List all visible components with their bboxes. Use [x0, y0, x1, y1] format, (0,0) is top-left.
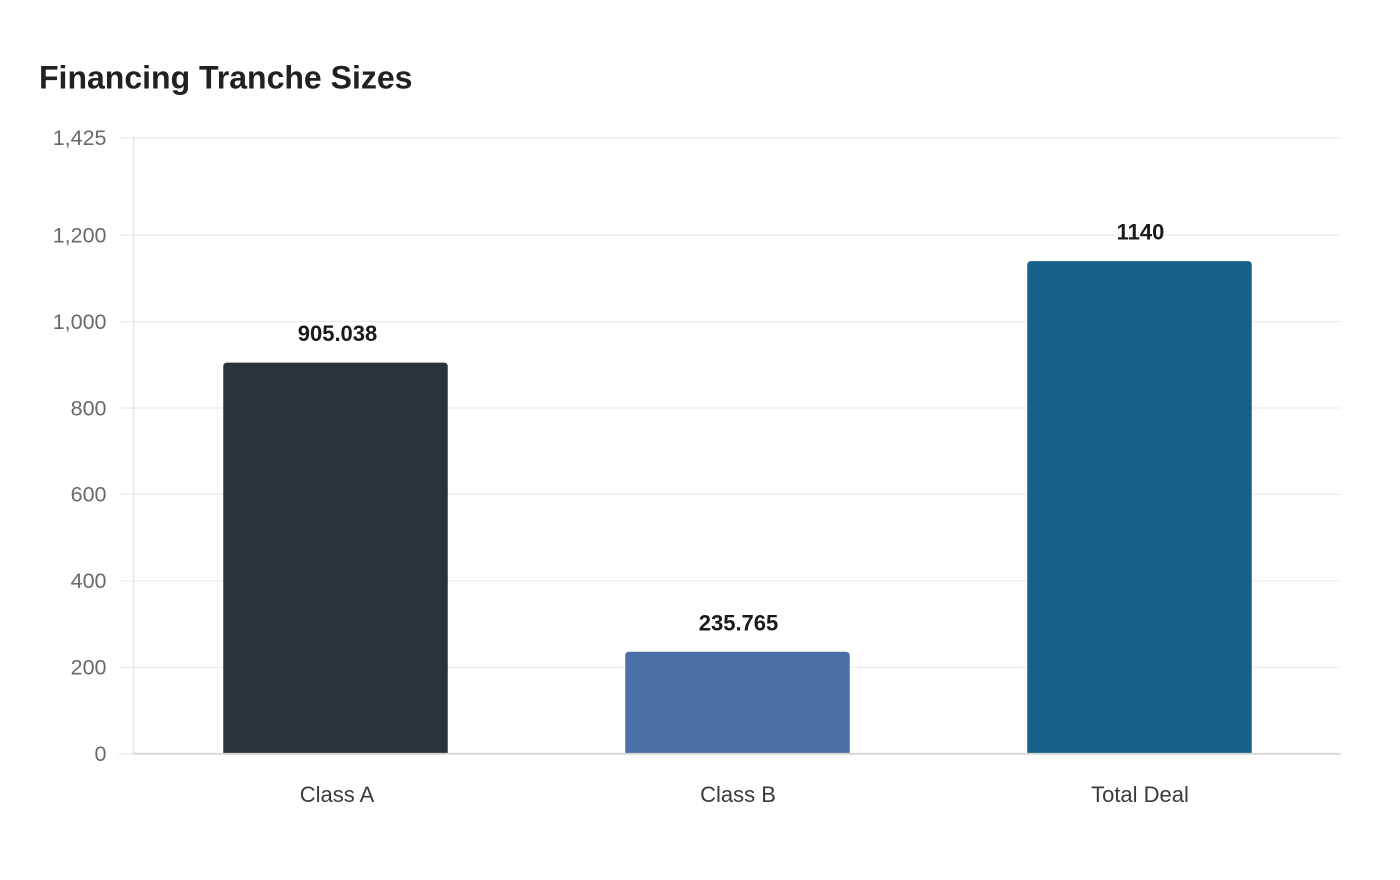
- svg-text:Financing Tranche Sizes: Financing Tranche Sizes: [39, 60, 412, 96]
- svg-text:600: 600: [71, 483, 107, 507]
- svg-text:Class A: Class A: [300, 782, 375, 807]
- svg-text:905.038: 905.038: [298, 321, 378, 346]
- svg-text:800: 800: [71, 396, 107, 420]
- svg-text:1,000: 1,000: [53, 310, 107, 334]
- svg-text:0: 0: [95, 742, 107, 766]
- svg-text:1,200: 1,200: [53, 223, 107, 247]
- svg-text:1140: 1140: [1117, 220, 1165, 245]
- svg-text:Total Deal: Total Deal: [1091, 782, 1189, 807]
- svg-text:200: 200: [71, 656, 107, 680]
- svg-text:400: 400: [71, 569, 107, 593]
- svg-text:235.765: 235.765: [699, 610, 779, 635]
- svg-text:Class B: Class B: [700, 782, 776, 807]
- svg-text:1,425: 1,425: [53, 126, 107, 150]
